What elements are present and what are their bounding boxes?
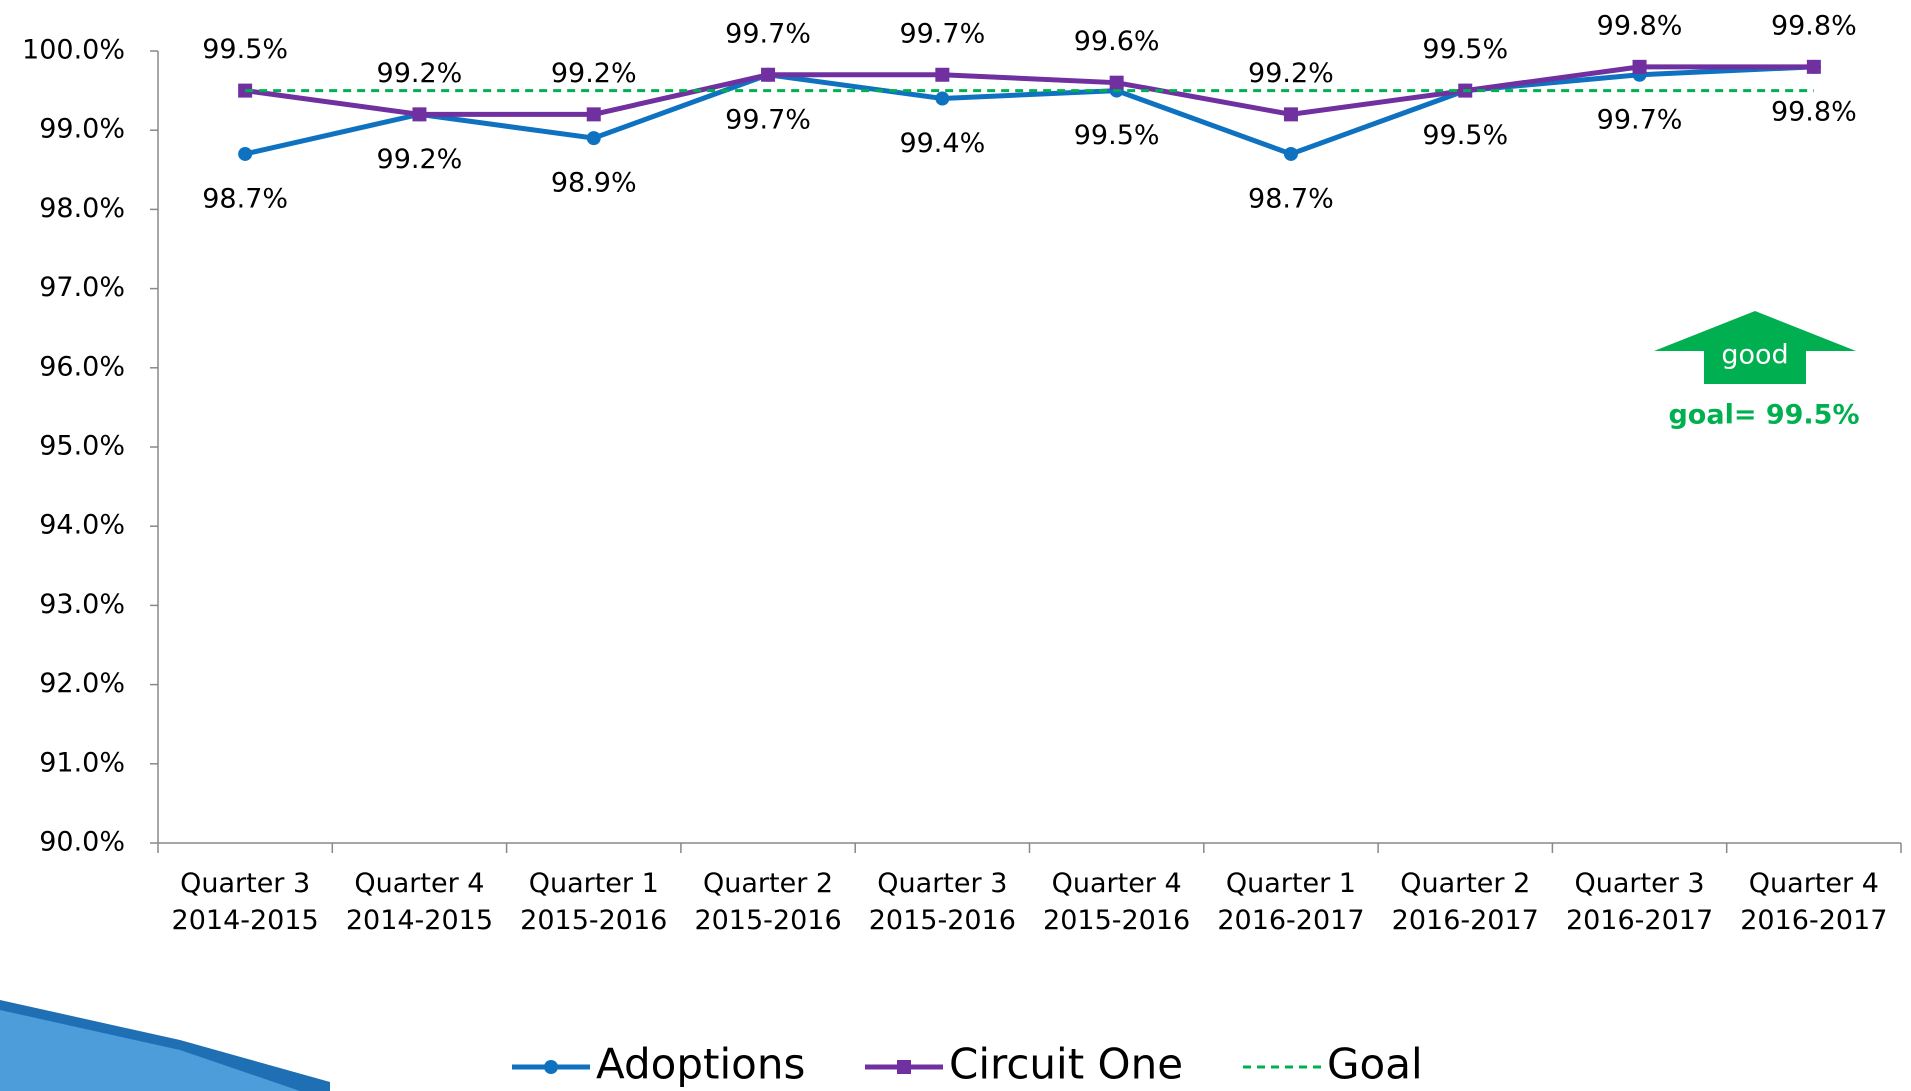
y-tick-label: 97.0% <box>39 272 125 303</box>
data-label: 99.2% <box>551 58 637 89</box>
y-tick-label: 90.0% <box>39 827 125 858</box>
legend-marker <box>897 1060 911 1074</box>
y-tick-label: 99.0% <box>39 114 125 145</box>
marker <box>1283 107 1298 122</box>
data-label: 99.5% <box>202 34 288 65</box>
marker <box>586 131 601 146</box>
data-label: 99.6% <box>1074 26 1160 57</box>
marker <box>1109 75 1124 90</box>
marker <box>1283 146 1298 161</box>
data-label: 99.7% <box>725 104 811 135</box>
annotation: good <box>1721 340 1788 371</box>
annotation: goal= 99.5% <box>1668 400 1859 431</box>
y-tick-label: 93.0% <box>39 589 125 620</box>
y-tick-label: 95.0% <box>39 431 125 462</box>
marker <box>412 107 427 122</box>
y-tick-label: 94.0% <box>39 510 125 541</box>
x-tick-label: Quarter 2 2015-2016 <box>694 868 842 936</box>
marker <box>1806 59 1821 74</box>
x-tick-label: Quarter 1 2015-2016 <box>520 868 668 936</box>
x-tick-label: Quarter 3 2015-2016 <box>868 868 1016 936</box>
legend-label: Adoptions <box>596 1040 805 1089</box>
data-label: 98.9% <box>551 168 637 199</box>
data-label: 99.8% <box>1771 96 1857 127</box>
x-tick-label: Quarter 3 2014-2015 <box>171 868 319 936</box>
series-line <box>244 64 1814 117</box>
marker <box>238 146 253 161</box>
data-label: 99.5% <box>1422 34 1508 65</box>
data-label: 99.5% <box>1074 120 1160 151</box>
data-label: 99.7% <box>725 18 811 49</box>
data-label: 98.7% <box>202 183 288 214</box>
series-line <box>244 64 1814 157</box>
data-label: 99.7% <box>899 18 985 49</box>
data-label: 99.2% <box>377 58 463 89</box>
decoration <box>0 1010 300 1091</box>
data-label: 99.2% <box>377 144 463 175</box>
data-label: 99.4% <box>899 128 985 159</box>
data-label: 99.8% <box>1597 10 1683 41</box>
data-label: 98.7% <box>1248 183 1334 214</box>
x-tick-label: Quarter 2 2016-2017 <box>1391 868 1539 936</box>
good-arrow <box>1654 311 1856 384</box>
marker <box>935 67 950 82</box>
data-label: 99.8% <box>1771 10 1857 41</box>
legend-label: Goal <box>1327 1040 1423 1089</box>
x-tick-label: Quarter 3 2016-2017 <box>1565 868 1714 936</box>
x-tick-label: Quarter 1 2016-2017 <box>1217 868 1365 936</box>
data-label: 99.7% <box>1597 104 1683 135</box>
data-label: 99.5% <box>1422 120 1508 151</box>
x-tick-label: Quarter 4 2014-2015 <box>345 868 494 936</box>
marker <box>1632 59 1647 74</box>
y-tick-label: 100.0% <box>22 35 125 66</box>
legend-label: Circuit One <box>949 1040 1183 1089</box>
marker <box>586 107 601 122</box>
y-tick-label: 91.0% <box>39 747 125 778</box>
marker <box>761 67 776 82</box>
x-tick-label: Quarter 4 2015-2016 <box>1043 868 1191 936</box>
legend-marker <box>544 1060 558 1074</box>
y-tick-label: 96.0% <box>39 351 125 382</box>
x-tick-label: Quarter 4 2016-2017 <box>1740 868 1888 936</box>
data-label: 99.2% <box>1248 58 1334 89</box>
marker <box>935 91 950 106</box>
y-tick-label: 98.0% <box>39 193 125 224</box>
y-tick-label: 92.0% <box>39 668 125 699</box>
